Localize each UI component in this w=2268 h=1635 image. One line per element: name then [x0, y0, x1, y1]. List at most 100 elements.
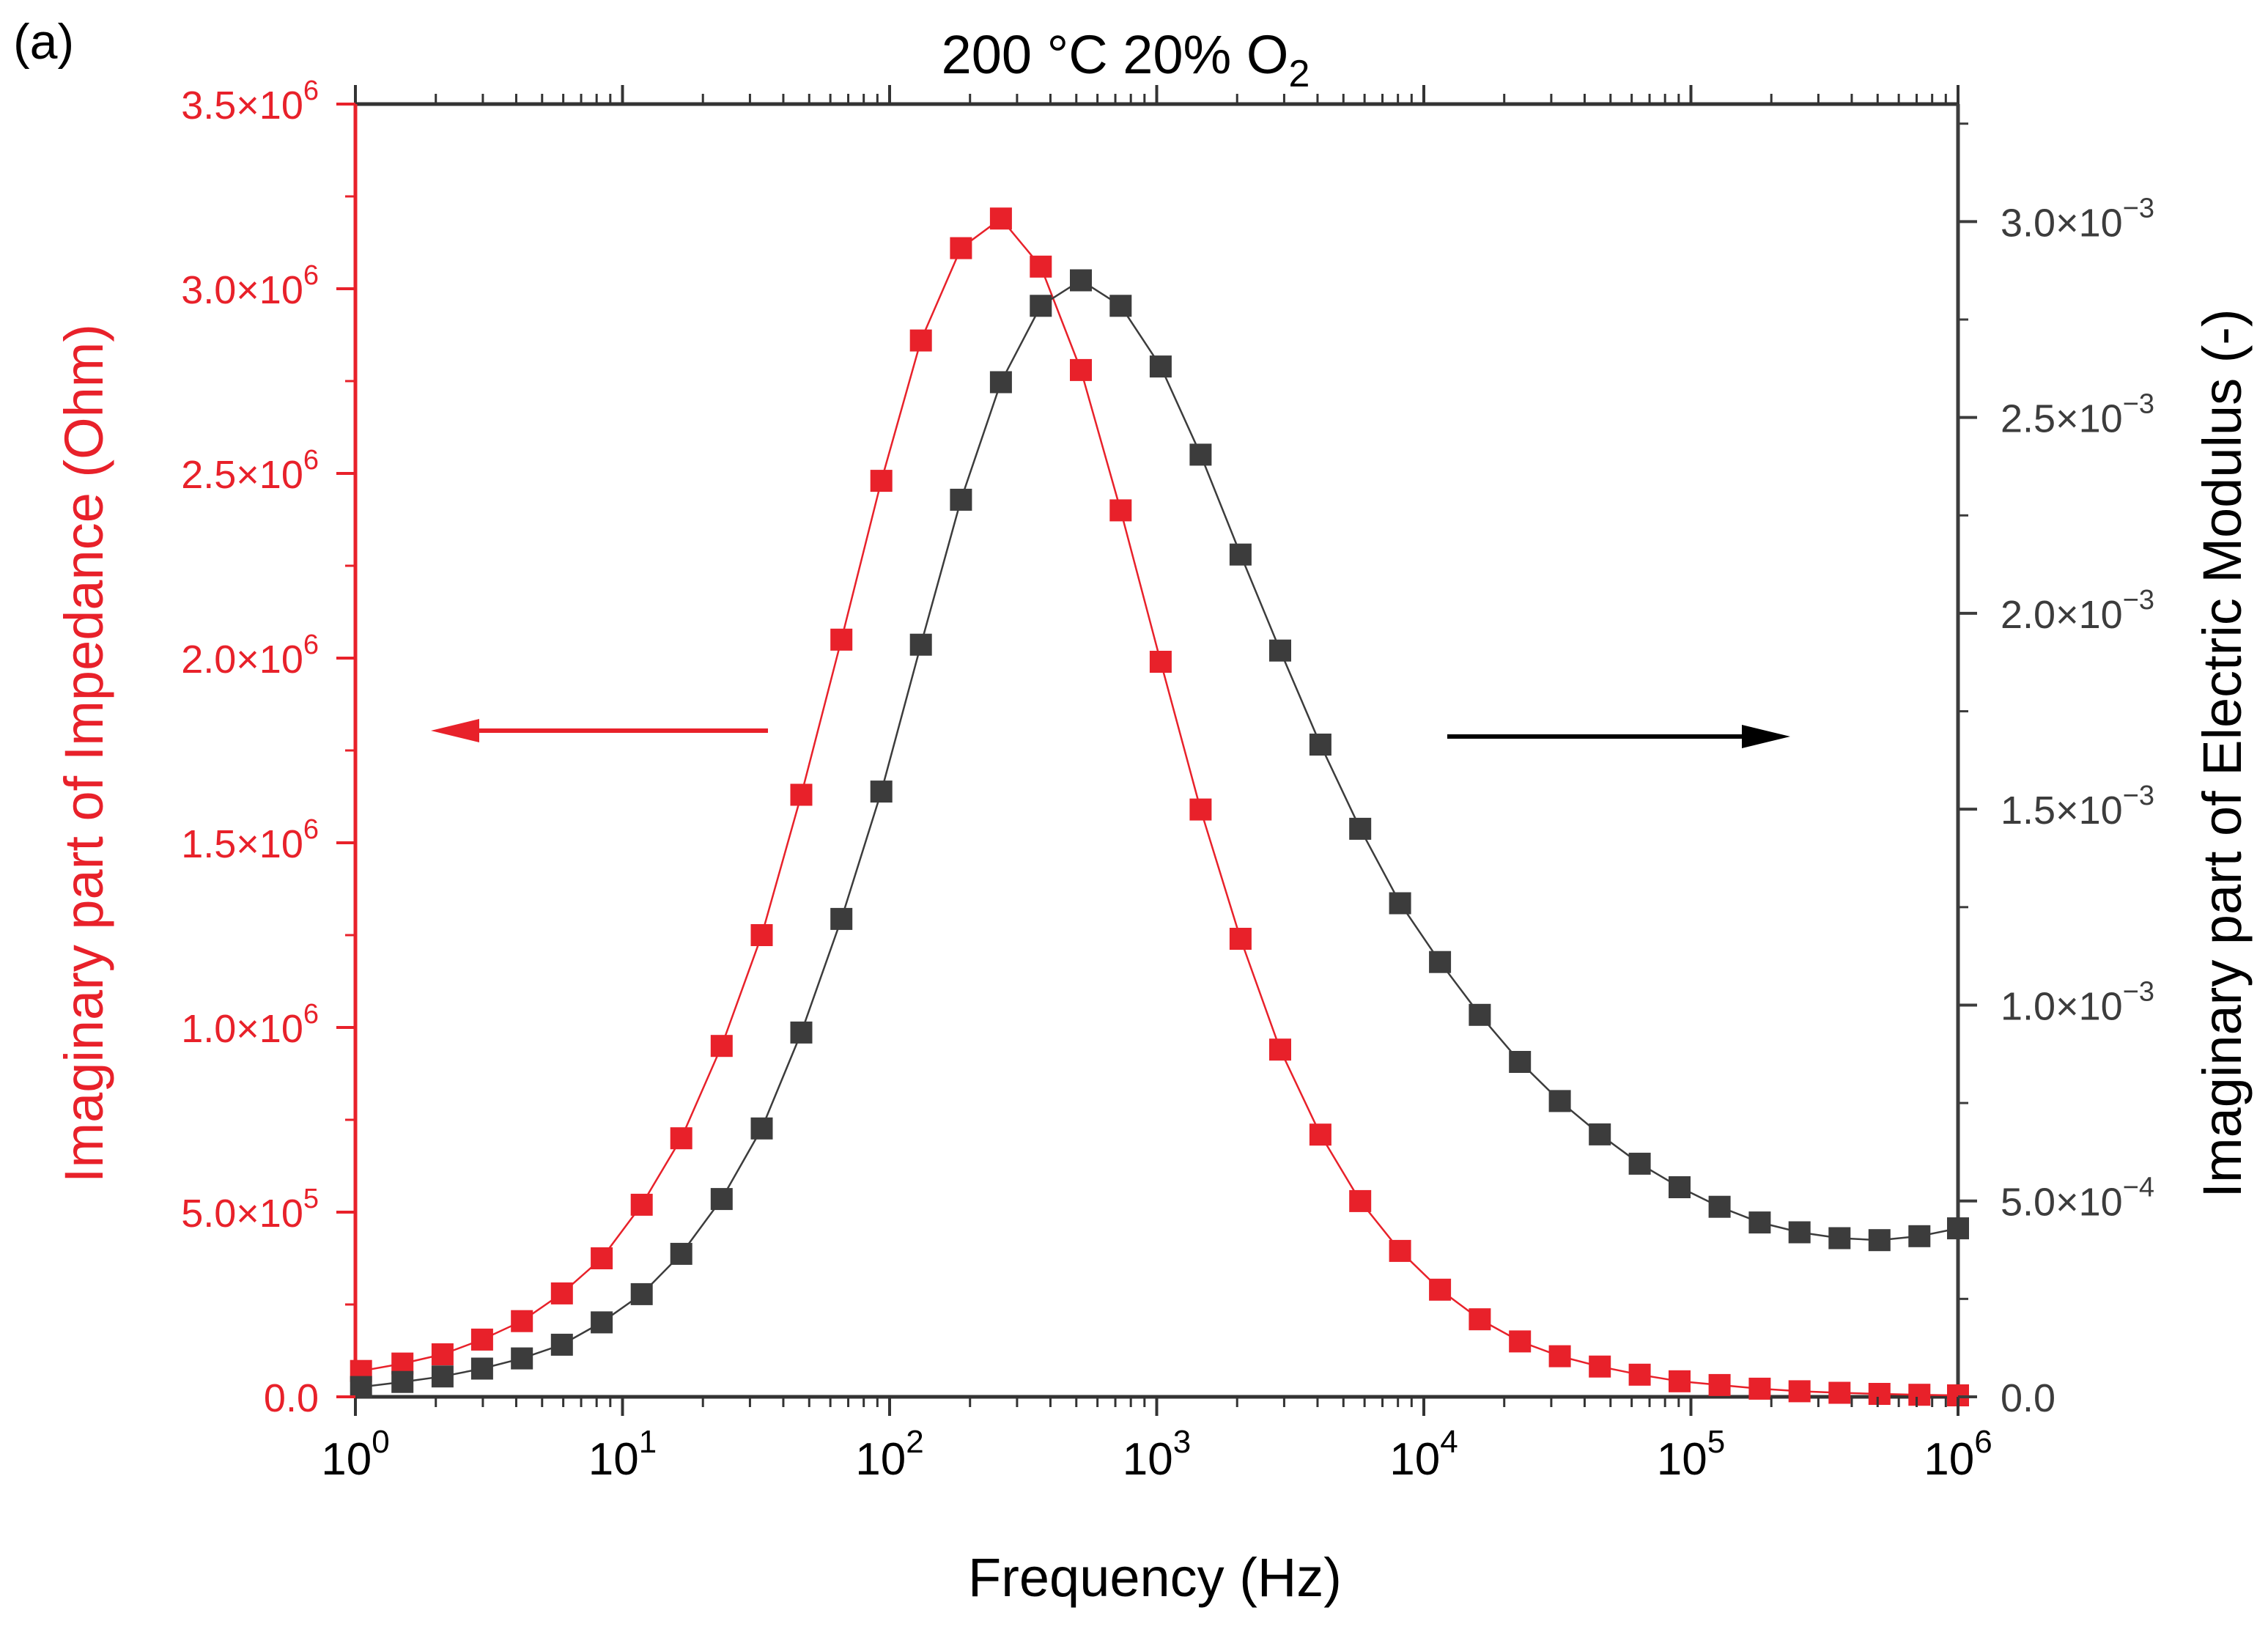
y-left-tick-label: 0.0 [264, 1376, 319, 1420]
data-point-left [1189, 798, 1212, 821]
data-point-left [1669, 1370, 1691, 1392]
data-point-right [630, 1282, 653, 1305]
data-point-left [1229, 928, 1252, 950]
data-point-right [1748, 1211, 1771, 1234]
y-right-tick-exponent: −3 [2123, 193, 2154, 224]
x-tick-label: 102 [855, 1424, 923, 1485]
y-left-tick-exponent: 6 [303, 445, 319, 476]
y-left-tick-label: 1.5×106 [181, 814, 319, 866]
data-point-left [950, 237, 972, 259]
x-tick-label-base: 10 [588, 1434, 639, 1485]
data-point-right [1189, 443, 1212, 466]
data-point-right [1868, 1229, 1891, 1252]
data-point-left [989, 207, 1012, 230]
data-point-right [1947, 1217, 1969, 1240]
y-right-tick-label: 0.0 [2001, 1376, 2055, 1420]
data-point-right [1469, 1003, 1491, 1026]
data-point-left [470, 1328, 493, 1351]
data-point-left [1429, 1278, 1452, 1301]
data-point-right [1349, 817, 1372, 840]
data-point-left [1269, 1038, 1291, 1061]
y-right-tick-exponent: −3 [2123, 780, 2154, 811]
y-right-tick-exponent: −3 [2123, 585, 2154, 616]
y-left-tick-mantissa: 2.0×10 [181, 638, 303, 682]
x-tick-label-exponent: 0 [372, 1424, 389, 1460]
data-point-right [710, 1188, 733, 1211]
y-right-tick-mantissa: 2.0×10 [2001, 593, 2123, 637]
left-arrow [431, 719, 768, 742]
x-tick-label-exponent: 2 [906, 1424, 923, 1460]
y-left-tick-label: 2.5×106 [181, 445, 319, 497]
data-point-left [1030, 255, 1052, 278]
x-tick-label-exponent: 4 [1440, 1424, 1458, 1460]
y-right-tick-label: 2.0×10−3 [2001, 585, 2154, 637]
data-point-right [1908, 1225, 1931, 1247]
y-right-tick-mantissa: 3.0×10 [2001, 201, 2123, 245]
data-point-left [830, 628, 853, 651]
x-tick-label: 100 [321, 1424, 389, 1485]
chart-title-main: 200 °C 20% O [942, 24, 1289, 85]
x-tick-label: 101 [588, 1424, 657, 1485]
x-tick-label-exponent: 6 [1974, 1424, 1992, 1460]
data-point-right [391, 1370, 414, 1393]
x-tick-label-base: 10 [1657, 1434, 1707, 1485]
y-left-tick-exponent: 6 [303, 75, 319, 106]
data-point-left [1868, 1383, 1891, 1405]
x-tick-label-exponent: 5 [1707, 1424, 1725, 1460]
data-point-right [1708, 1195, 1731, 1218]
y-right-tick-mantissa: 2.5×10 [2001, 397, 2123, 441]
data-point-right [750, 1117, 773, 1140]
data-point-right [550, 1333, 573, 1356]
data-point-right [1109, 295, 1132, 317]
data-point-left [1828, 1381, 1851, 1404]
x-tick-label: 104 [1389, 1424, 1458, 1485]
series-layer [350, 207, 1969, 1406]
y-left-tick-mantissa: 3.5×10 [181, 84, 303, 128]
data-point-left [750, 924, 773, 946]
data-point-right [870, 780, 893, 803]
data-point-left [1548, 1345, 1571, 1368]
data-point-left [1628, 1363, 1651, 1386]
data-point-right [1309, 734, 1331, 756]
y-left-tick-mantissa: 1.5×10 [181, 822, 303, 866]
y-right-tick-label: 1.5×10−3 [2001, 780, 2154, 833]
data-point-right [1628, 1152, 1651, 1175]
data-point-left [630, 1193, 653, 1216]
y-left-tick-mantissa: 0.0 [264, 1376, 319, 1420]
data-point-left [1788, 1380, 1811, 1403]
x-tick-label: 105 [1657, 1424, 1725, 1485]
data-point-right [830, 907, 853, 930]
x-axis-label: Frequency (Hz) [968, 1547, 1342, 1608]
tick-layer: 100 101 102 103 104 105 1060.05.0×1051.0×1061.… [181, 75, 2154, 1485]
y-right-tick-mantissa: 1.0×10 [2001, 984, 2123, 1028]
y-left-tick-exponent: 6 [303, 999, 319, 1030]
data-point-left [1509, 1330, 1532, 1353]
y-left-tick-label: 1.0×106 [181, 999, 319, 1051]
data-point-left [1349, 1189, 1372, 1212]
chart-title-subscript: 2 [1288, 53, 1310, 95]
x-tick-label-exponent: 3 [1173, 1424, 1191, 1460]
data-point-left [1070, 358, 1092, 381]
y-axis-label-right: Imaginary part of Electric Modulus (-) [2192, 309, 2253, 1197]
data-point-right [1669, 1176, 1691, 1198]
y-left-tick-mantissa: 1.0×10 [181, 1007, 303, 1051]
y-left-tick-label: 2.0×106 [181, 630, 319, 682]
right-arrow-head [1742, 725, 1790, 748]
data-point-left [1389, 1239, 1411, 1262]
y-left-tick-mantissa: 3.0×10 [181, 268, 303, 312]
y-left-tick-label: 5.0×105 [181, 1184, 319, 1236]
y-right-tick-label: 2.5×10−3 [2001, 389, 2154, 441]
y-right-tick-label: 3.0×10−3 [2001, 193, 2154, 245]
data-point-right [1070, 269, 1092, 292]
y-left-tick-exponent: 6 [303, 814, 319, 845]
data-point-right [670, 1242, 692, 1265]
data-point-right [350, 1376, 372, 1398]
y-left-tick-label: 3.5×106 [181, 75, 319, 128]
series-right [350, 269, 1969, 1398]
data-point-left [591, 1247, 613, 1269]
y-left-tick-mantissa: 5.0×10 [181, 1192, 303, 1236]
y-right-tick-mantissa: 0.0 [2001, 1376, 2055, 1420]
data-point-left [909, 329, 932, 352]
